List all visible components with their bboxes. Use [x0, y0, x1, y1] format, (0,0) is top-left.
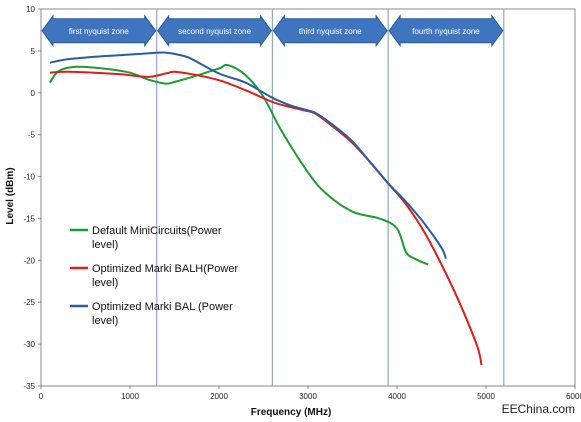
y-tick-label: -20	[23, 256, 35, 265]
y-tick-label: 0	[31, 89, 36, 98]
y-tick-label: 5	[31, 47, 36, 56]
y-tick-label: -30	[23, 340, 35, 349]
y-axis-title: Level (dBm)	[5, 167, 16, 224]
y-tick-label: -10	[23, 173, 35, 182]
zone-arrow	[272, 14, 388, 48]
zone-arrow	[388, 14, 504, 48]
zone-arrows: first nyquist zone second nyquist zone thi…	[41, 14, 504, 48]
legend-label-3: level)	[92, 315, 118, 327]
x-tick-label: 2000	[210, 392, 228, 401]
zone-arrow	[157, 14, 273, 48]
series-line-2	[49, 70, 483, 366]
y-tick-label: -25	[23, 298, 35, 307]
x-axis-title: Frequency (MHz)	[251, 407, 332, 418]
series-line-1	[49, 63, 429, 266]
series-line-3	[49, 51, 447, 260]
zone-arrow	[41, 14, 157, 48]
x-tick-label: 6000	[566, 392, 581, 401]
x-tick-label: 1000	[121, 392, 139, 401]
legend-label-1: level)	[92, 239, 118, 251]
grid-lines	[156, 9, 505, 386]
zone-label: third nyquist zone	[299, 27, 362, 36]
zone-label: second nyquist zone	[178, 27, 251, 36]
legend: Default MiniCircuits(Power level) Optimize…	[70, 225, 238, 327]
legend-label-2: Optimized Marki BALH(Power	[92, 263, 238, 275]
y-tick-label: -15	[23, 214, 35, 223]
legend-label-3: Optimized Marki BAL (Power	[92, 301, 233, 313]
x-tick-label: 0	[39, 392, 44, 401]
series-lines	[49, 51, 483, 366]
zone-label: fourth nyquist zone	[412, 27, 480, 36]
x-tick-labels: 0 1000 2000 3000 4000 5000 6000	[39, 386, 581, 401]
x-tick-label: 5000	[477, 392, 495, 401]
y-tick-label: -35	[23, 382, 35, 391]
legend-label-2: level)	[92, 277, 118, 289]
y-tick-label: 10	[26, 5, 35, 14]
watermark: EEChina.com	[501, 402, 575, 416]
legend-label-1: Default MiniCircuits(Power	[92, 225, 222, 237]
y-tick-label: -5	[28, 131, 36, 140]
plot-area	[40, 8, 576, 387]
x-tick-label: 4000	[388, 392, 406, 401]
x-tick-label: 3000	[299, 392, 317, 401]
y-tick-labels: 10 5 0 -5 -10 -15 -20 -25 -30 -35	[23, 5, 41, 391]
zone-label: first nyquist zone	[69, 27, 130, 36]
